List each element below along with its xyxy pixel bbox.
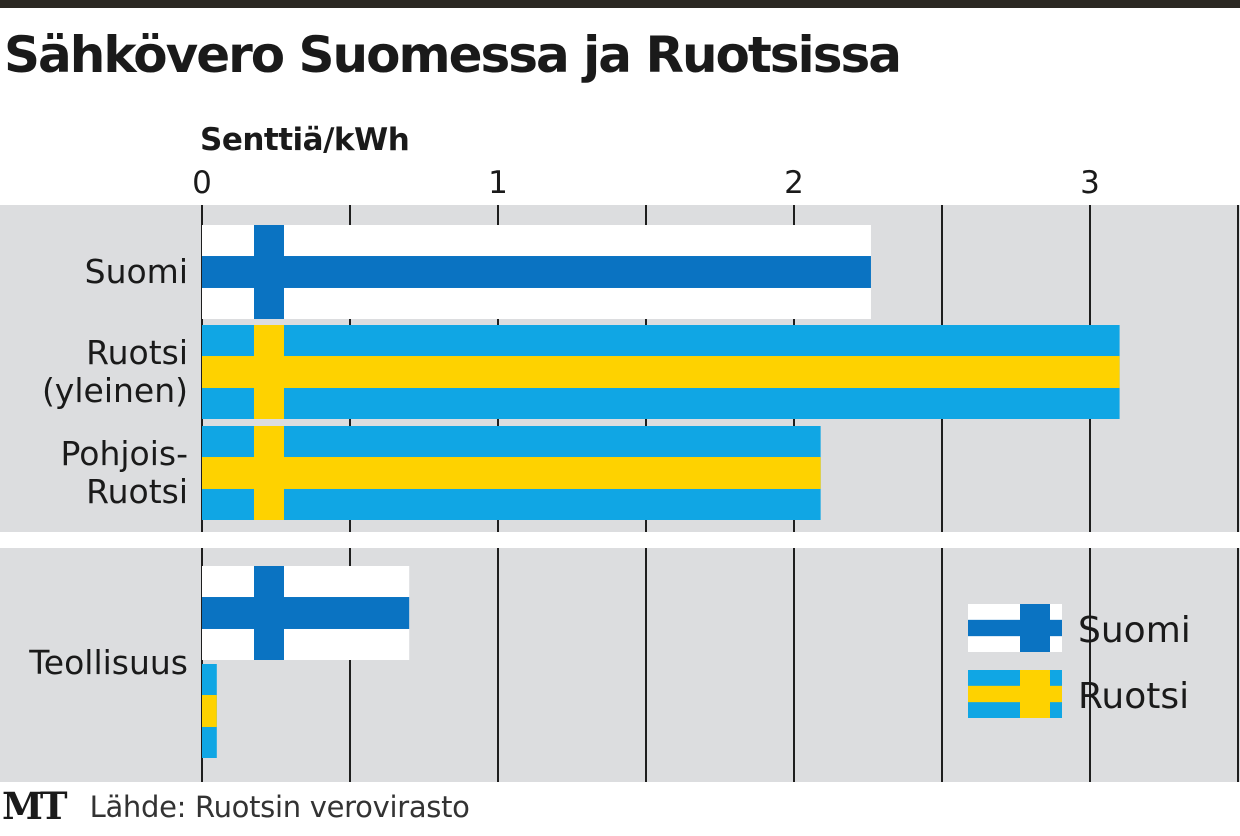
- unit-label: Senttiä/kWh: [200, 122, 410, 158]
- bar-chart: 0 1 2 3SuomiRuotsi(yleinen)Pohjois-RuotsiTe…: [0, 165, 1240, 782]
- category-label: Ruotsi: [86, 333, 188, 372]
- flag-vertical-stripe: [1020, 670, 1050, 718]
- x-tick-label: 3: [1080, 165, 1100, 201]
- finland-flag-bar: [202, 566, 410, 660]
- category-label: (yleinen): [42, 371, 188, 410]
- category-label: Ruotsi: [86, 472, 188, 511]
- flag-vertical-stripe: [254, 426, 284, 520]
- flag-horizontal-stripe: [202, 695, 217, 727]
- finland-flag-bar: [968, 604, 1062, 652]
- x-tick-label: 0: [192, 165, 212, 201]
- flag-horizontal-stripe: [202, 256, 871, 288]
- flag-horizontal-stripe: [202, 457, 821, 489]
- sweden-flag-bar: [202, 426, 821, 520]
- top-rule: [0, 0, 1240, 8]
- sweden-flag-bar: [968, 670, 1062, 718]
- sweden-flag-bar: [202, 664, 217, 758]
- flag-vertical-stripe: [254, 225, 284, 319]
- legend: Suomi Ruotsi: [968, 604, 1191, 718]
- chart-title: Sähkövero Suomessa ja Ruotsissa: [4, 26, 902, 84]
- legend-label: Suomi: [1078, 610, 1191, 651]
- sweden-flag-bar: [202, 325, 1120, 419]
- legend-label: Ruotsi: [1078, 676, 1189, 717]
- flag-horizontal-stripe: [202, 356, 1120, 388]
- source-note: Lähde: Ruotsin verovirasto: [89, 789, 470, 824]
- category-label: Pohjois-: [61, 434, 188, 473]
- flag-vertical-stripe: [254, 566, 284, 660]
- x-tick-label: 1: [488, 165, 508, 201]
- flag-vertical-stripe: [254, 325, 284, 419]
- flag-vertical-stripe: [1020, 604, 1050, 652]
- mt-logo: MT: [2, 784, 67, 828]
- flag-horizontal-stripe: [202, 597, 410, 629]
- category-label: Teollisuus: [28, 643, 188, 682]
- category-label: Suomi: [85, 252, 188, 291]
- x-tick-label: 2: [784, 165, 804, 201]
- finland-flag-bar: [202, 225, 871, 319]
- footer: MT Lähde: Ruotsin verovirasto: [2, 788, 470, 832]
